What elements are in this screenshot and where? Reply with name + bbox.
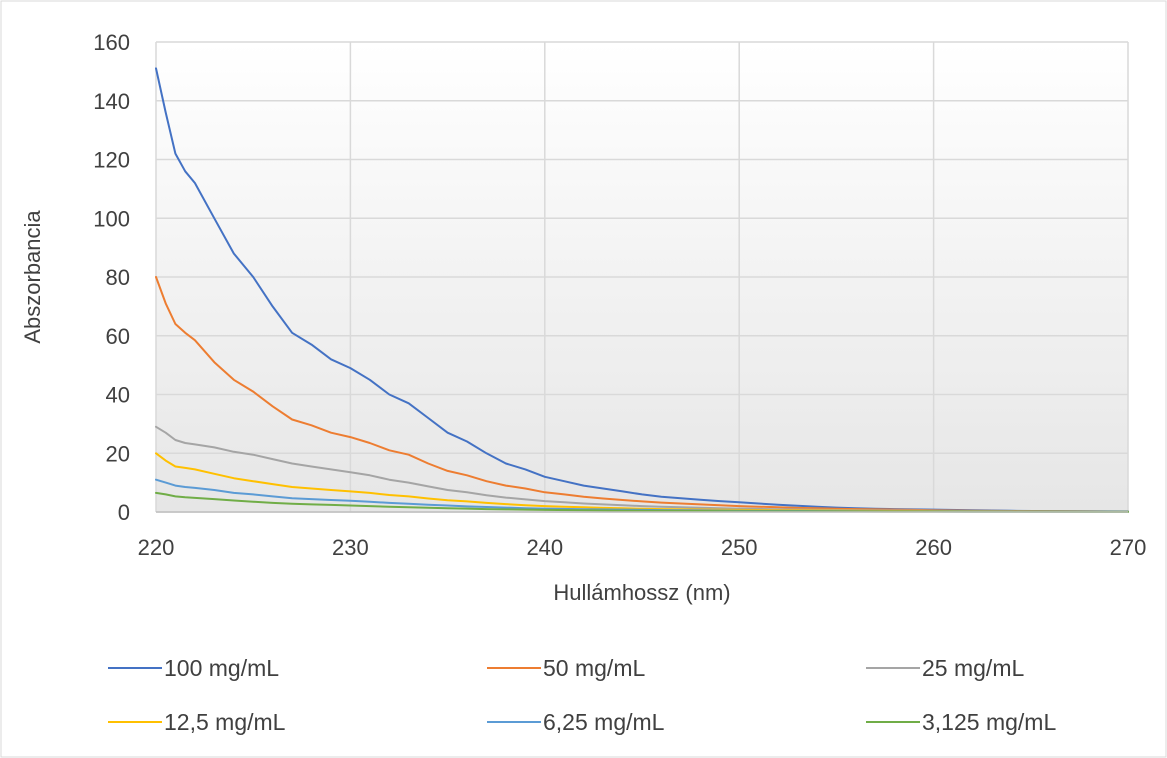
x-tick-label: 260	[915, 535, 952, 560]
x-tick-label: 220	[138, 535, 175, 560]
x-tick-label: 240	[526, 535, 563, 560]
y-tick-label: 0	[118, 500, 130, 525]
y-tick-label: 140	[93, 89, 130, 114]
x-tick-label: 230	[332, 535, 369, 560]
y-tick-label: 20	[106, 441, 130, 466]
gridlines	[155, 41, 1129, 513]
y-tick-label: 100	[93, 206, 130, 231]
legend-label: 25 mg/mL	[922, 655, 1024, 681]
axes: 0 20 40 60 80 100 120 140 160 220 230 240 250 260 270	[93, 30, 1146, 560]
legend-item: 6,25 mg/mL	[487, 709, 665, 735]
legend-label: 12,5 mg/mL	[164, 709, 286, 735]
x-tick-label: 270	[1110, 535, 1147, 560]
y-tick-label: 60	[106, 324, 130, 349]
legend-item: 3,125 mg/mL	[866, 709, 1056, 735]
y-axis-title: Abszorbancia	[20, 210, 45, 344]
y-tick-label: 160	[93, 30, 130, 55]
legend-label: 6,25 mg/mL	[543, 709, 665, 735]
legend-item: 100 mg/mL	[108, 655, 279, 681]
y-tick-label: 40	[106, 383, 130, 408]
y-tick-label: 120	[93, 148, 130, 173]
legend-label: 50 mg/mL	[543, 655, 645, 681]
legend-label: 3,125 mg/mL	[922, 709, 1056, 735]
legend-label: 100 mg/mL	[164, 655, 279, 681]
legend-item: 25 mg/mL	[866, 655, 1024, 681]
x-axis-title: Hullámhossz (nm)	[553, 580, 730, 605]
legend: 100 mg/mL 50 mg/mL 25 mg/mL 12,5 mg/mL 6,25 …	[108, 655, 1056, 735]
y-tick-label: 80	[106, 265, 130, 290]
legend-item: 12,5 mg/mL	[108, 709, 286, 735]
legend-item: 50 mg/mL	[487, 655, 645, 681]
x-tick-label: 250	[721, 535, 758, 560]
